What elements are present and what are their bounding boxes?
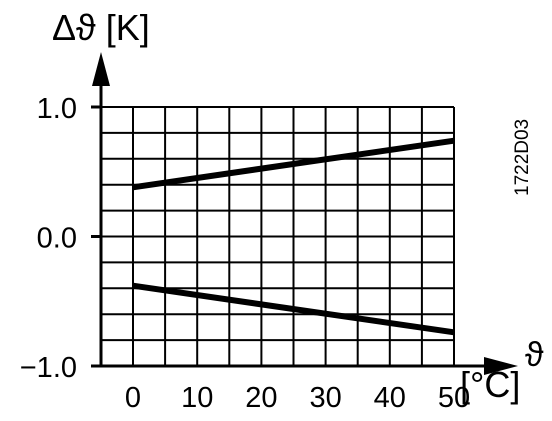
y-axis-arrow — [92, 52, 110, 86]
x-tick-label: 30 — [309, 382, 341, 414]
x-axis-symbol: ϑ — [525, 336, 544, 374]
x-tick-label: 20 — [245, 382, 277, 414]
upper-tolerance-line — [132, 137, 455, 191]
lower-tolerance-line — [132, 282, 455, 336]
x-tick-label: 40 — [374, 382, 406, 414]
tick-labels: 1.0 0.0 −1.0 0 10 20 30 40 50 — [20, 93, 470, 414]
x-tick-label: 50 — [438, 382, 470, 414]
y-tick-label: 0.0 — [37, 223, 77, 255]
x-tick-label: 0 — [125, 382, 141, 414]
y-tick-label: −1.0 — [20, 352, 77, 384]
x-axis-arrow — [484, 357, 518, 375]
y-tick-label: 1.0 — [37, 93, 77, 125]
x-axis-unit: [°C] — [460, 364, 520, 405]
axes — [91, 52, 518, 375]
series-lines — [132, 137, 455, 336]
y-axis-label: Δϑ [K] — [52, 7, 150, 48]
figure-code: 1722D03 — [512, 119, 533, 196]
x-tick-label: 10 — [181, 382, 213, 414]
